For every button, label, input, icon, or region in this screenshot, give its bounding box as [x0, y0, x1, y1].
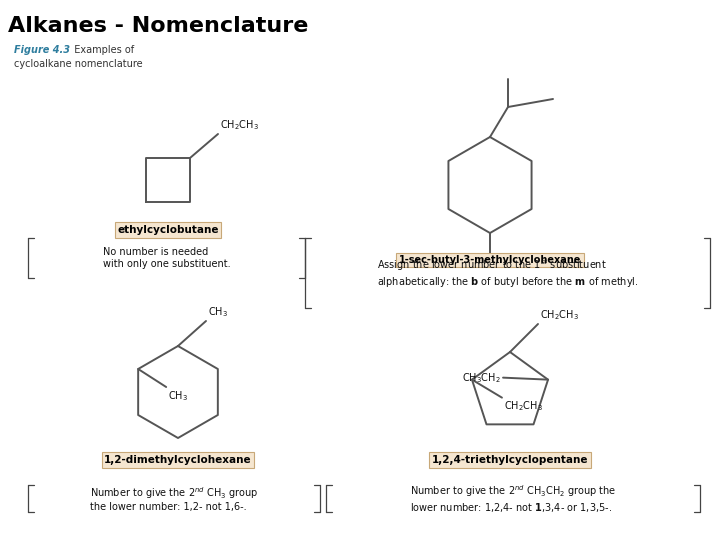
Text: Number to give the 2$^{nd}$ CH$_3$CH$_2$ group the
lower number: 1,2,4- not $\ma: Number to give the 2$^{nd}$ CH$_3$CH$_2$…	[410, 483, 616, 514]
Text: Examples of: Examples of	[68, 45, 134, 55]
Text: $\mathregular{CH_2CH_3}$: $\mathregular{CH_2CH_3}$	[220, 118, 259, 132]
Text: $\mathregular{CH_2CH_3}$: $\mathregular{CH_2CH_3}$	[540, 308, 579, 322]
Text: Assign the lower number to the 1$^{st}$ substituent
alphabetically: the $\mathbf: Assign the lower number to the 1$^{st}$ …	[377, 257, 639, 289]
Text: Figure 4.3: Figure 4.3	[14, 45, 70, 55]
Text: $\mathregular{CH_3}$: $\mathregular{CH_3}$	[208, 305, 228, 319]
Text: Alkanes - Nomenclature: Alkanes - Nomenclature	[8, 16, 308, 36]
Text: ethylcyclobutane: ethylcyclobutane	[117, 225, 219, 235]
Text: cycloalkane nomenclature: cycloalkane nomenclature	[14, 59, 143, 69]
Text: 1-sec-butyl-3-methylcyclohexane: 1-sec-butyl-3-methylcyclohexane	[399, 255, 581, 265]
Text: 1,2-dimethylcyclohexane: 1,2-dimethylcyclohexane	[104, 455, 252, 465]
Text: $\mathregular{CH_3}$: $\mathregular{CH_3}$	[168, 389, 188, 403]
Text: 1,2,4-triethylcyclopentane: 1,2,4-triethylcyclopentane	[432, 455, 588, 465]
Text: No number is needed
with only one substituent.: No number is needed with only one substi…	[103, 247, 230, 269]
Text: $\mathregular{CH_2CH_3}$: $\mathregular{CH_2CH_3}$	[504, 400, 543, 414]
Text: $\mathregular{CH_3CH_2}$: $\mathregular{CH_3CH_2}$	[462, 371, 501, 384]
Text: Number to give the 2$^{nd}$ CH$_3$ group
the lower number: 1,2- not 1,6-.: Number to give the 2$^{nd}$ CH$_3$ group…	[90, 485, 258, 512]
